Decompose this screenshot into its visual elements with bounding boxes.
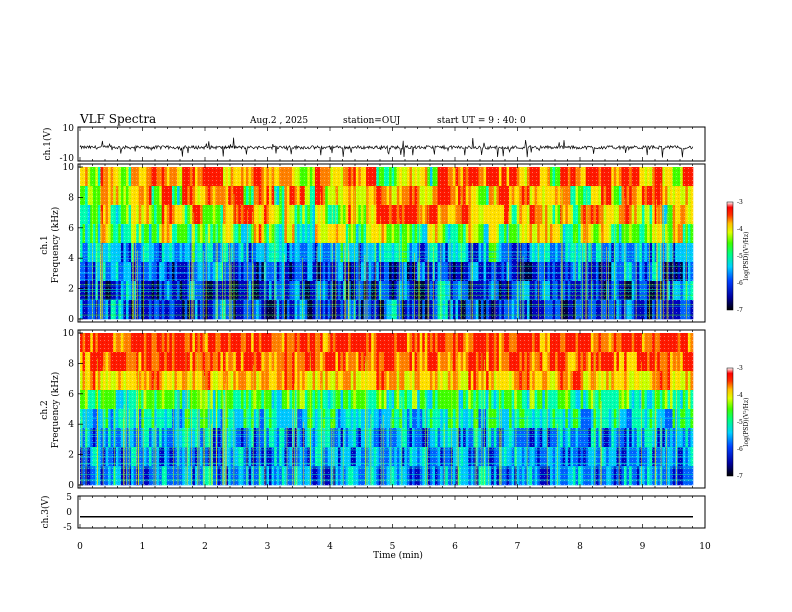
header-date: Aug.2 , 2025 <box>249 116 308 126</box>
frequency-tick-label: 4 <box>68 420 74 430</box>
colorbar-tick-label: -7 <box>737 307 743 314</box>
ch2-frequency-label: Frequency (kHz) <box>50 372 61 449</box>
colorbar-tick-label: -5 <box>737 419 743 426</box>
frequency-tick-label: 8 <box>68 193 74 203</box>
ch2-colorbar-label: log(PSD)(V²/Hz) <box>743 398 750 447</box>
ch1-waveform-frame <box>77 126 706 162</box>
ch1-waveform-panel: 10 -10 ch.1(V) <box>42 124 706 164</box>
ch3-ytick-top: 5 <box>66 493 72 503</box>
ch1-frequency-label: Frequency (kHz) <box>50 207 61 284</box>
ch2-spectrogram-yticks: 0 2 4 6 8 10 <box>63 329 83 491</box>
header-start-time: start UT = 9 : 40: 0 <box>437 116 526 126</box>
ch1-waveform-trace <box>79 137 694 158</box>
frequency-tick-label: 4 <box>68 254 74 264</box>
ch1-ytick-top: 10 <box>63 124 75 134</box>
colorbar-tick-label: -4 <box>737 392 743 399</box>
ch1-colorbar-label: log(PSD)(V²/Hz) <box>743 232 750 281</box>
time-tick-label: 10 <box>699 542 711 552</box>
colorbar-tick-label: -5 <box>737 253 743 260</box>
time-tick-label: 3 <box>265 542 271 552</box>
frequency-tick-label: 0 <box>68 481 74 491</box>
time-tick-label: 2 <box>202 542 208 552</box>
frequency-tick-label: 6 <box>68 224 74 234</box>
time-tick-label: 4 <box>327 542 333 552</box>
ch2-colorbar-ticks: -3 -4 -5 -6 -7 <box>737 365 743 480</box>
ch1-waveform-ylabel: ch.1(V) <box>42 128 53 161</box>
ch3-ytick-middle: 0 <box>66 508 72 518</box>
ch3-ytick-bottom: -5 <box>63 523 72 533</box>
time-tick-label: 0 <box>77 542 83 552</box>
colorbar-tick-label: -6 <box>737 280 743 287</box>
figure-title: VLF Spectra <box>79 112 156 126</box>
colorbar-tick-label: -3 <box>737 199 743 206</box>
time-tick-label: 8 <box>577 542 583 552</box>
colorbar-tick-label: -4 <box>737 226 743 233</box>
time-tick-label: 1 <box>140 542 146 552</box>
ch1-colorbar <box>726 201 734 311</box>
colorbar-tick-label: -3 <box>737 365 743 372</box>
ch2-channel-label: ch.2 <box>40 400 50 419</box>
frequency-tick-label: 6 <box>68 390 74 400</box>
time-tick-label: 5 <box>390 542 396 552</box>
frequency-tick-label: 10 <box>63 163 75 173</box>
frequency-tick-label: 0 <box>68 315 74 325</box>
colorbar-tick-label: -6 <box>737 446 743 453</box>
frequency-tick-label: 2 <box>68 451 74 461</box>
time-tick-label: 9 <box>640 542 646 552</box>
frequency-tick-label: 2 <box>68 285 74 295</box>
ch1-ytick-bottom: -10 <box>60 154 75 164</box>
ch1-colorbar-ticks: -3 -4 -5 -6 -7 <box>737 199 743 314</box>
ch3-waveform-panel: 5 0 -5 ch.3(V) 0 1 2 3 4 5 6 7 8 9 10 Time (min) <box>40 127 711 561</box>
ch1-channel-label: ch.1 <box>40 235 50 254</box>
time-tick-label: 6 <box>452 542 458 552</box>
frequency-tick-label: 10 <box>63 329 75 339</box>
frequency-tick-label: 8 <box>68 359 74 369</box>
ch1-spectrogram-texture <box>80 167 693 319</box>
time-tick-label: 7 <box>515 542 521 552</box>
ch3-waveform-ylabel: ch.3(V) <box>40 496 51 529</box>
ch2-colorbar <box>726 367 734 477</box>
ch2-spectrogram-texture <box>80 333 693 485</box>
time-axis-label: Time (min) <box>373 550 423 561</box>
ch1-spectrogram-yticks: 0 2 4 6 8 10 <box>63 163 83 325</box>
ch3-waveform-frame <box>77 495 706 529</box>
colorbar-tick-label: -7 <box>737 473 743 480</box>
time-axis-ticks: 0 1 2 3 4 5 6 7 8 9 10 <box>77 127 711 552</box>
header-station: station=OUJ <box>343 116 401 126</box>
